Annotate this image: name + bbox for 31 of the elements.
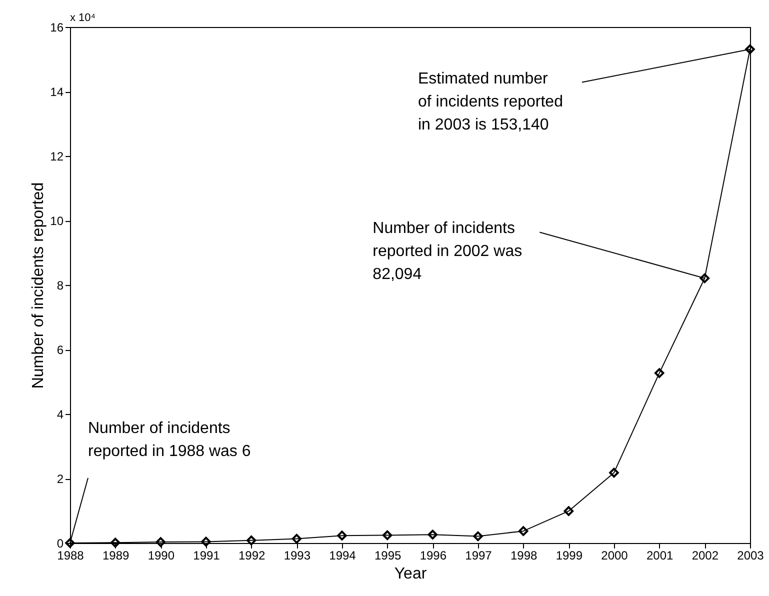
x-tick-label: 1994	[329, 548, 356, 562]
annotation: Number of incidents reported in 2002 was 82,094	[372, 220, 522, 284]
y-tick-label: 6	[56, 343, 64, 357]
x-tick-label: 2003	[737, 548, 764, 562]
x-tick-label: 1989	[102, 548, 130, 562]
x-tick-label: 1993	[284, 548, 311, 562]
x-tick-label: 2002	[692, 548, 719, 562]
y-tick-label: 2	[56, 472, 64, 486]
y-tick-label: 14	[50, 85, 64, 99]
x-axis-title: Year	[394, 566, 428, 582]
y-tick-label: 12	[50, 150, 64, 164]
x-tick-label: 1997	[465, 548, 492, 562]
y-tick-label: 0	[56, 536, 64, 550]
y-tick-label: 10	[50, 214, 64, 228]
text: x 10⁴	[70, 12, 96, 24]
y-tick-label: 8	[56, 278, 64, 292]
annotation: Estimated number of incidents reported in 2003 is 153,140	[418, 70, 563, 134]
x-tick-label: 1999	[556, 548, 583, 562]
x-tick-label: 2000	[601, 548, 628, 562]
x-tick-label: 1996	[420, 548, 447, 562]
x-tick-label: 1991	[193, 548, 220, 562]
x-tick-label: 2001	[646, 548, 674, 562]
y-tick-label: 16	[50, 20, 64, 34]
y-axis-title: Number of incidents reported	[30, 182, 48, 389]
annotation: Number of incidents reported in 1988 was 6	[88, 420, 251, 460]
x-tick-label: 1988	[57, 548, 84, 562]
x-tick-label: 1990	[148, 548, 175, 562]
x-tick-label: 1992	[238, 548, 266, 562]
x-tick-label: 1995	[374, 548, 402, 562]
y-tick-label: 4	[56, 408, 64, 422]
x-tick-label: 1998	[510, 548, 538, 562]
